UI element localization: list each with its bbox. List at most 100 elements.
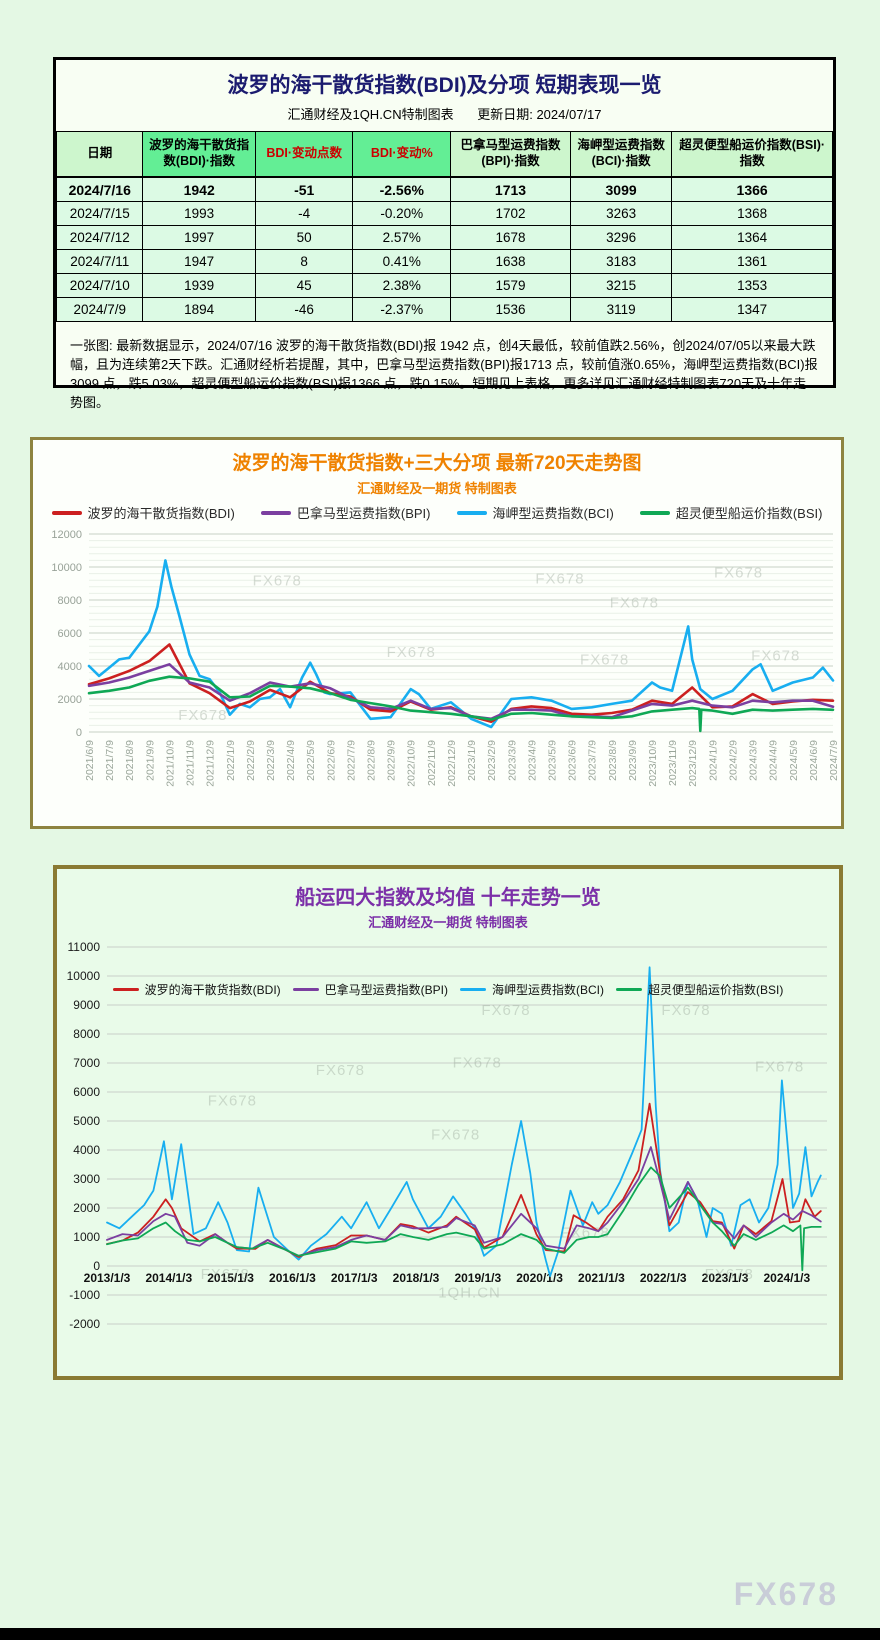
table-cell: -4 <box>254 201 354 226</box>
svg-text:2024/7/9: 2024/7/9 <box>828 740 840 781</box>
svg-text:FX678: FX678 <box>178 707 227 724</box>
svg-text:FX678: FX678 <box>535 571 584 588</box>
svg-text:FX678: FX678 <box>387 644 436 661</box>
svg-text:2023/1/9: 2023/1/9 <box>466 740 478 781</box>
svg-text:4000: 4000 <box>58 661 82 673</box>
svg-text:2022/1/3: 2022/1/3 <box>640 1271 687 1285</box>
fx678-watermark: FX678 <box>733 1576 838 1612</box>
svg-text:2000: 2000 <box>58 694 82 706</box>
svg-text:2022/7/9: 2022/7/9 <box>345 740 357 781</box>
svg-text:2018/1/3: 2018/1/3 <box>393 1271 440 1285</box>
chart-720d-legend: 波罗的海干散货指数(BDI) 巴拿马型运费指数(BPI) 海岬型运费指数(BCI) 超… <box>33 503 841 522</box>
chart-10y-panel: 船运四大指数及均值 十年走势一览 汇通财经及一期货 特制图表 波罗的海干散货指数… <box>53 865 843 1380</box>
svg-text:2022/10/9: 2022/10/9 <box>406 740 418 787</box>
legend-item: 巴拿马型运费指数(BPI) <box>292 981 448 998</box>
svg-text:2021/11/9: 2021/11/9 <box>185 740 197 786</box>
legend-label: 海岬型运费指数(BCI) <box>492 983 604 997</box>
legend-item: 波罗的海干散货指数(BDI) <box>112 981 281 998</box>
table-cell: 45 <box>254 273 354 298</box>
legend-swatch-icon <box>112 988 139 991</box>
svg-text:6000: 6000 <box>58 628 82 640</box>
svg-text:FX678: FX678 <box>253 572 302 589</box>
svg-text:2013/1/3: 2013/1/3 <box>84 1271 131 1285</box>
legend-label: 巴拿马型运费指数(BPI) <box>296 506 431 521</box>
table-cell: 1353 <box>671 273 833 298</box>
svg-text:2022/3/9: 2022/3/9 <box>265 740 277 781</box>
table-cell: 1997 <box>142 225 256 250</box>
svg-text:2023/7/9: 2023/7/9 <box>587 740 599 781</box>
svg-text:2022/12/9: 2022/12/9 <box>446 740 458 787</box>
table-cell: 2024/7/16 <box>55 176 144 202</box>
svg-text:2022/8/9: 2022/8/9 <box>366 740 378 781</box>
svg-text:1QH.CN: 1QH.CN <box>438 1285 501 1302</box>
svg-text:2020/1/3: 2020/1/3 <box>516 1271 563 1285</box>
svg-text:2023/3/9: 2023/3/9 <box>506 740 518 781</box>
legend-swatch-icon <box>639 510 670 515</box>
svg-text:2022/2/9: 2022/2/9 <box>245 740 257 781</box>
table-cell: 50 <box>254 225 354 250</box>
table-cell: 3119 <box>569 297 673 322</box>
svg-text:2024/2/9: 2024/2/9 <box>727 740 739 781</box>
table-cell: 2024/7/15 <box>55 201 144 226</box>
chart-10y-title: 船运四大指数及均值 十年走势一览 <box>295 887 601 909</box>
table-cell: 2.38% <box>352 273 452 298</box>
svg-text:FX678: FX678 <box>610 594 659 611</box>
svg-text:9000: 9000 <box>73 998 100 1012</box>
chart-10y-subtitle: 汇通财经及一期货 特制图表 <box>368 915 528 930</box>
column-header: 波罗的海干散货指数(BDI)·指数 <box>142 131 256 178</box>
table-cell: 1361 <box>671 249 833 274</box>
svg-text:FX678: FX678 <box>751 648 800 665</box>
svg-text:2023/5/9: 2023/5/9 <box>546 740 558 781</box>
svg-text:7000: 7000 <box>73 1056 100 1070</box>
svg-text:2023/10/9: 2023/10/9 <box>647 740 659 787</box>
table-row: 2024/7/10 1939 45 2.38% 1579 3215 1353 <box>55 273 833 298</box>
svg-text:FX678: FX678 <box>453 1055 502 1072</box>
table-cell: -0.20% <box>352 201 452 226</box>
table-cell: 1368 <box>671 201 833 226</box>
svg-text:2022/9/9: 2022/9/9 <box>386 740 398 781</box>
legend-item: 波罗的海干散货指数(BDI) <box>51 503 235 522</box>
table-cell: 1638 <box>450 249 571 274</box>
table-update-date: 更新日期: 2024/07/17 <box>477 107 602 122</box>
svg-text:0: 0 <box>93 1259 100 1273</box>
svg-text:1000: 1000 <box>73 1230 100 1244</box>
svg-text:11000: 11000 <box>68 940 101 954</box>
svg-text:FX678: FX678 <box>714 565 763 582</box>
svg-text:8000: 8000 <box>73 1027 100 1041</box>
svg-text:0: 0 <box>76 727 82 739</box>
table-cell: -2.37% <box>352 297 452 322</box>
svg-text:FX678: FX678 <box>580 652 629 669</box>
table-cell: -2.56% <box>352 176 452 202</box>
column-header: 巴拿马型运费指数(BPI)·指数 <box>450 131 571 178</box>
svg-text:2024/3/9: 2024/3/9 <box>748 740 760 781</box>
svg-text:2023/6/9: 2023/6/9 <box>567 740 579 781</box>
bottom-bar <box>0 1628 880 1640</box>
table-cell: 1702 <box>450 201 571 226</box>
chart-10y: -2000 -1000 0 1000 2000 3000 4000 5000 6000 7000 8… <box>67 940 827 1331</box>
svg-text:2022/4/9: 2022/4/9 <box>285 740 297 781</box>
legend-label: 巴拿马型运费指数(BPI) <box>324 983 448 997</box>
table-cell: 1678 <box>450 225 571 250</box>
legend-item: 超灵便型船运价指数(BSI) <box>616 981 783 998</box>
table-cell: 3183 <box>569 249 673 274</box>
chart-720d-panel: 波罗的海干散货指数+三大分项 最新720天走势图 汇通财经及一期货 特制图表 波… <box>30 437 844 829</box>
svg-text:FX678: FX678 <box>481 1002 530 1019</box>
table-cell: 1993 <box>142 201 256 226</box>
legend-swatch-icon <box>260 510 291 515</box>
chart-10y-legend: 波罗的海干散货指数(BDI) 巴拿马型运费指数(BPI) 海岬型运费指数(BCI) 超… <box>57 981 839 998</box>
legend-swatch-icon <box>292 988 319 991</box>
column-header: BDI·变动点数 <box>254 131 354 178</box>
svg-text:-1000: -1000 <box>69 1288 100 1302</box>
svg-text:2021/9/9: 2021/9/9 <box>144 740 156 781</box>
svg-text:8000: 8000 <box>58 595 82 607</box>
svg-text:2023/12/9: 2023/12/9 <box>687 740 699 787</box>
svg-text:12000: 12000 <box>51 529 82 541</box>
table-header: 日期 波罗的海干散货指数(BDI)·指数 BDI·变动点数 BDI·变动% 巴拿马型运费… <box>55 131 833 178</box>
svg-text:2022/5/9: 2022/5/9 <box>305 740 317 781</box>
svg-text:2014/1/3: 2014/1/3 <box>145 1271 192 1285</box>
svg-text:2023/8/9: 2023/8/9 <box>607 740 619 781</box>
table-title: 波罗的海干散货指数(BDI)及分项 短期表现一览 <box>227 74 662 97</box>
svg-text:2015/1/3: 2015/1/3 <box>207 1271 254 1285</box>
svg-text:2021/8/9: 2021/8/9 <box>124 740 136 781</box>
